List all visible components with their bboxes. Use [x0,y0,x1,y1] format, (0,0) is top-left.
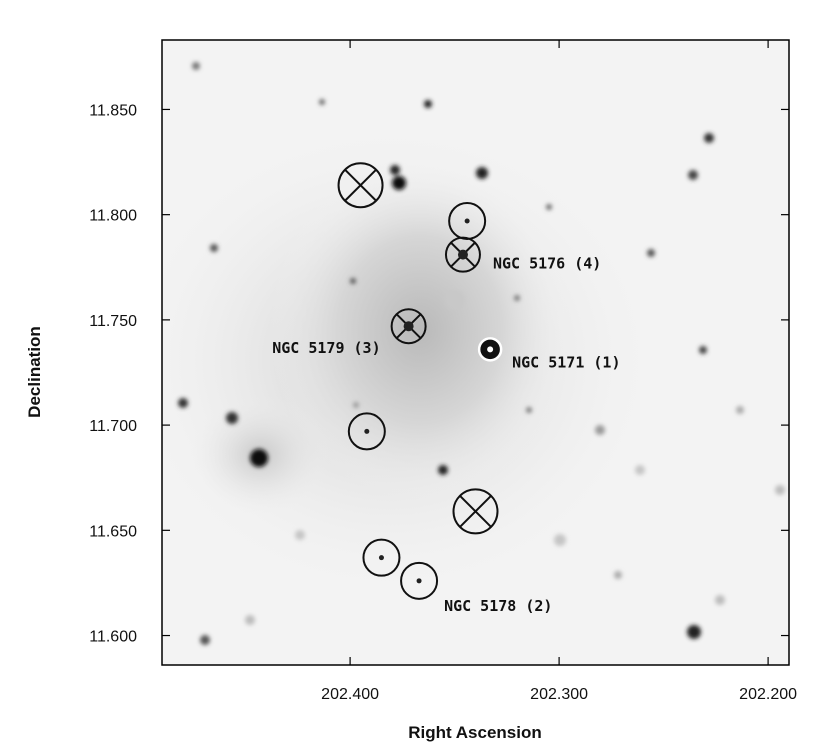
galaxy-core [378,555,384,561]
field-star [390,165,400,175]
field-star [688,170,698,180]
galaxy-core [403,321,414,332]
galaxy-label: NGC 5178 (2) [444,597,552,615]
field-star [192,62,200,70]
marker-circle [444,236,481,273]
field-star [250,449,268,467]
y-tick-label: 11.800 [89,208,137,225]
y-axis: 11.850 11.800 11.750 11.700 11.650 11.600 [89,102,789,646]
field-star [424,100,432,108]
field-star [687,625,701,639]
y-tick-label: 11.850 [89,102,137,119]
field-star [635,465,645,475]
field-star [353,402,359,408]
field-star [546,204,552,210]
field-star [704,133,714,143]
field-star [445,290,465,310]
galaxy-core [464,218,470,224]
field-star [350,278,356,284]
galaxy-marker: NGC 5171 (1) [477,337,621,371]
y-tick-label: 11.650 [89,523,137,540]
galaxy-core [487,346,494,353]
y-tick-label: 11.750 [89,313,137,330]
field-star [319,99,325,105]
field-star [200,635,210,645]
galaxy-marker [347,412,386,451]
marker-circle [347,412,386,451]
field-star [514,295,520,301]
x-axis-title: Right Ascension [408,723,542,742]
marker-circle [362,538,401,577]
galaxy-core [364,428,370,434]
field-star [476,167,488,179]
galaxy-core [457,249,468,260]
field-star [699,346,707,354]
field-star [595,425,605,435]
galaxy-marker: NGC 5178 (2) [400,561,552,615]
marker-circle [452,488,499,535]
x-tick-label: 202.400 [321,686,379,703]
field-star [526,407,532,413]
field-star [736,406,744,414]
field-star [614,571,622,579]
field-star [295,530,305,540]
field-star [554,534,566,546]
field-star [210,244,218,252]
marker-circle [400,561,439,600]
galaxy-marker: NGC 5176 (4) [444,236,601,273]
galaxy-marker [337,162,384,209]
field-star [715,595,725,605]
plot-frame [161,39,790,666]
galaxy-markers: NGC 5176 (4) NGC 5179 (3) NGC 5171 (1) NGC … [272,162,621,615]
marker-circle [390,308,427,345]
marker-cross [459,495,492,528]
field-star [178,398,188,408]
field-star [647,249,655,257]
galaxy-marker: NGC 5179 (3) [272,308,427,357]
galaxy-marker [452,488,499,535]
galaxy-label: NGC 5176 (4) [493,255,601,273]
sky-image [162,40,789,665]
galaxy-label: NGC 5171 (1) [512,353,620,371]
x-tick-label: 202.200 [739,686,797,703]
y-tick-label: 11.600 [89,629,137,646]
y-axis-title: Declination [25,326,44,418]
field-star [392,176,406,190]
field-star [438,465,448,475]
marker-circle [337,162,384,209]
y-tick-label: 11.700 [89,418,137,435]
galaxy-marker [362,538,401,577]
x-axis: 202.400 202.300 202.200 [321,40,797,703]
field-star [245,615,255,625]
galaxy-label: NGC 5179 (3) [272,339,380,357]
x-tick-label: 202.300 [530,686,588,703]
galaxy-core [416,578,422,584]
field-star [775,485,785,495]
field-star [226,412,238,424]
marker-cross [344,168,377,202]
